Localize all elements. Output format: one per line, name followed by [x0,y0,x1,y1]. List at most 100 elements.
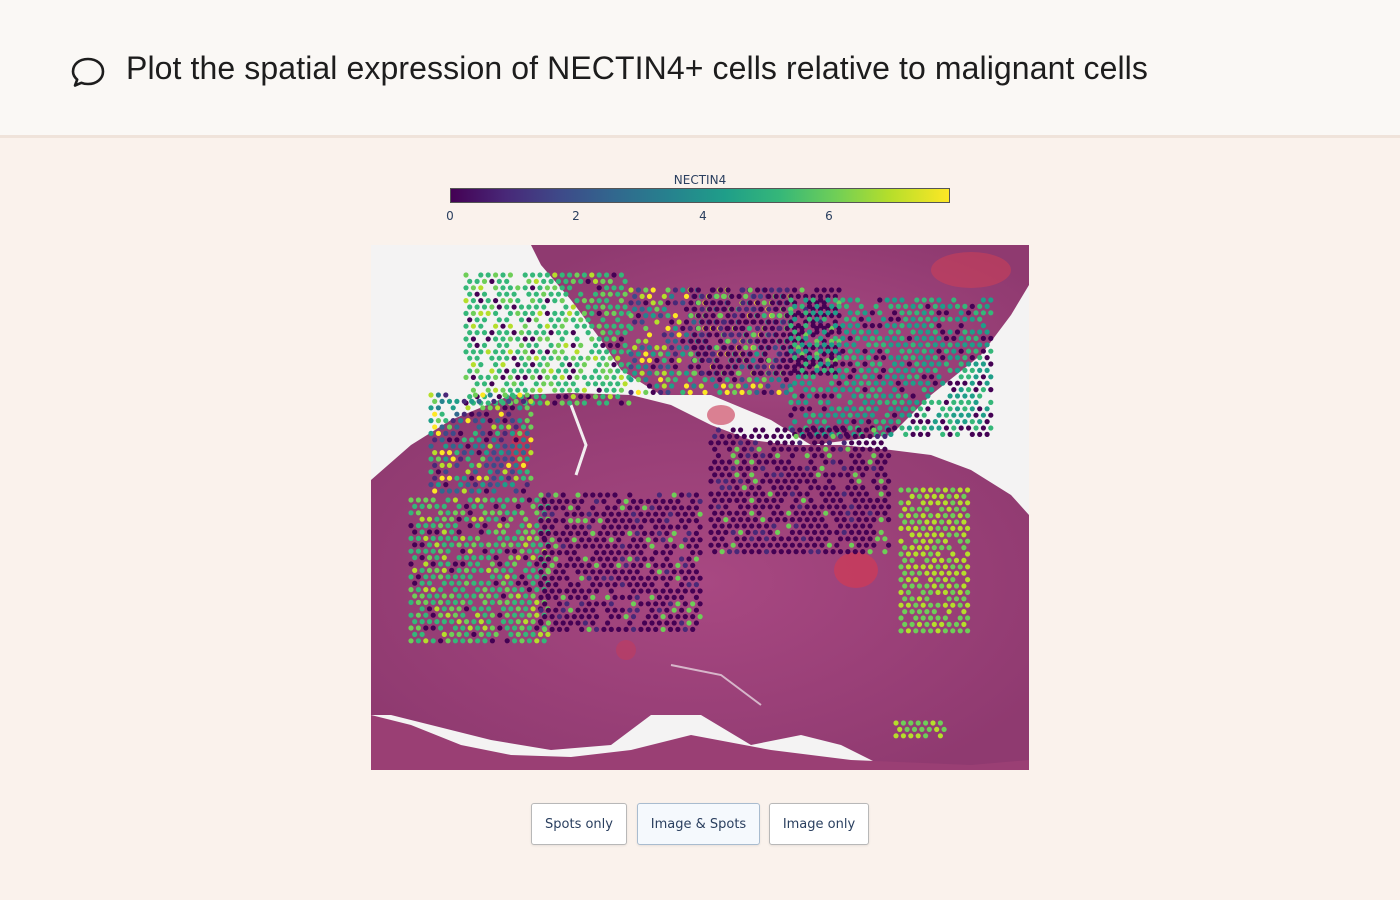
expression-spot[interactable] [940,316,946,322]
expression-spot[interactable] [581,387,587,393]
expression-spot[interactable] [686,543,692,549]
expression-spot[interactable] [937,720,944,726]
expression-spot[interactable] [426,529,433,535]
expression-spot[interactable] [804,478,810,484]
expression-spot[interactable] [428,443,434,449]
expression-spot[interactable] [714,306,720,312]
expression-spot[interactable] [688,351,694,357]
expression-spot[interactable] [563,394,569,400]
expression-spot[interactable] [461,411,467,417]
expression-spot[interactable] [969,419,975,425]
expression-spot[interactable] [878,465,884,471]
expression-spot[interactable] [515,631,521,637]
expression-spot[interactable] [467,561,473,567]
expression-spot[interactable] [913,577,919,583]
expression-spot[interactable] [432,475,438,481]
expression-spot[interactable] [928,628,934,634]
expression-spot[interactable] [920,628,926,634]
expression-spot[interactable] [921,374,927,380]
expression-spot[interactable] [939,493,945,499]
expression-spot[interactable] [585,330,591,336]
expression-spot[interactable] [560,530,566,536]
expression-spot[interactable] [699,319,705,325]
expression-spot[interactable] [720,383,727,389]
expression-spot[interactable] [863,427,869,433]
expression-spot[interactable] [627,620,633,626]
expression-spot[interactable] [690,614,696,620]
expression-spot[interactable] [471,593,477,599]
expression-spot[interactable] [969,355,975,361]
expression-spot[interactable] [493,516,499,522]
expression-spot[interactable] [789,440,795,446]
expression-spot[interactable] [426,580,433,586]
expression-spot[interactable] [866,316,872,322]
expression-spot[interactable] [498,398,504,404]
expression-spot[interactable] [489,381,495,387]
expression-spot[interactable] [940,303,946,309]
expression-spot[interactable] [586,626,592,632]
expression-spot[interactable] [957,602,963,608]
expression-spot[interactable] [721,293,727,299]
expression-spot[interactable] [819,427,825,433]
expression-spot[interactable] [486,555,492,561]
expression-spot[interactable] [721,319,727,325]
expression-spot[interactable] [888,406,894,412]
expression-spot[interactable] [555,394,562,400]
expression-spot[interactable] [803,387,809,393]
expression-spot[interactable] [650,300,656,306]
expression-spot[interactable] [860,433,866,439]
expression-spot[interactable] [741,497,747,503]
expression-spot[interactable] [826,491,832,497]
expression-spot[interactable] [797,465,803,471]
expression-spot[interactable] [509,430,515,436]
expression-spot[interactable] [767,453,773,459]
expression-spot[interactable] [920,525,926,531]
expression-spot[interactable] [563,381,569,387]
expression-spot[interactable] [639,306,645,312]
expression-spot[interactable] [760,491,766,497]
expression-spot[interactable] [548,330,554,336]
expression-spot[interactable] [667,575,674,581]
expression-spot[interactable] [671,594,677,600]
expression-spot[interactable] [784,351,790,357]
expression-spot[interactable] [661,293,667,299]
expression-spot[interactable] [804,542,810,548]
expression-spot[interactable] [470,374,476,380]
expression-spot[interactable] [597,530,603,536]
expression-spot[interactable] [530,580,536,586]
expression-spot[interactable] [712,433,718,439]
expression-spot[interactable] [597,492,603,498]
expression-spot[interactable] [749,459,755,465]
expression-spot[interactable] [445,523,451,529]
expression-spot[interactable] [443,469,449,475]
expression-spot[interactable] [740,313,746,319]
expression-spot[interactable] [665,389,671,395]
expression-spot[interactable] [592,368,599,374]
expression-spot[interactable] [888,367,894,373]
expression-spot[interactable] [552,400,558,406]
expression-spot[interactable] [460,561,466,567]
expression-spot[interactable] [725,351,731,357]
expression-spot[interactable] [886,504,892,510]
expression-spot[interactable] [966,348,972,354]
expression-spot[interactable] [491,462,497,468]
expression-spot[interactable] [788,370,794,376]
expression-spot[interactable] [738,440,744,446]
expression-spot[interactable] [843,329,850,335]
expression-spot[interactable] [721,345,727,351]
expression-spot[interactable] [961,557,967,563]
expression-spot[interactable] [653,588,659,594]
expression-spot[interactable] [408,587,414,593]
expression-spot[interactable] [412,542,418,548]
expression-spot[interactable] [693,607,699,613]
expression-spot[interactable] [840,387,846,393]
expression-spot[interactable] [845,510,851,516]
expression-spot[interactable] [817,370,824,376]
expression-spot[interactable] [773,319,779,325]
expression-spot[interactable] [942,564,949,570]
expression-spot[interactable] [661,370,667,376]
expression-spot[interactable] [502,482,508,488]
expression-spot[interactable] [947,303,953,309]
expression-spot[interactable] [874,459,881,465]
expression-spot[interactable] [465,405,471,411]
